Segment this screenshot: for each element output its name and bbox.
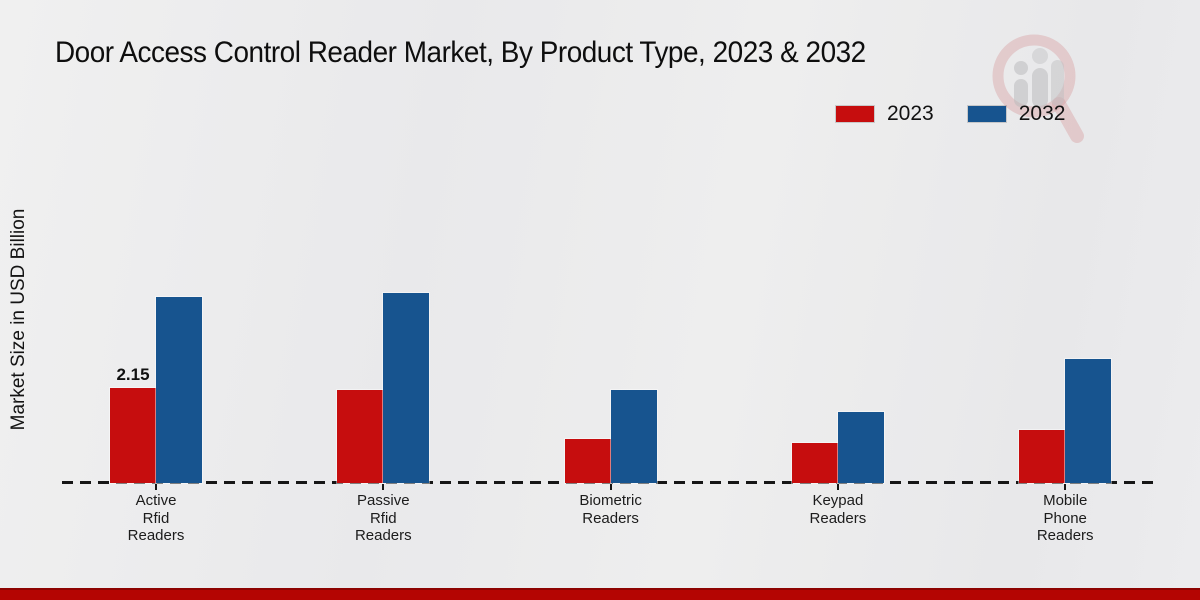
bar-2032-group-3 <box>837 412 884 483</box>
category-label: Passive Rfid Readers <box>354 492 412 544</box>
category-label: Active Rfid Readers <box>127 492 185 544</box>
x-axis-tick <box>609 484 612 490</box>
bar-value-label: 2.15 <box>116 365 150 384</box>
bottom-accent-bar <box>0 588 1200 600</box>
magnifier-logo-watermark <box>992 34 1084 143</box>
bar-2023-group-4 <box>1019 430 1066 483</box>
bar-2032-group-1 <box>383 293 430 483</box>
bar-2023-group-0 <box>110 388 156 483</box>
category-label: Biometric Readers <box>579 492 642 527</box>
legend-item-2032: 2032 <box>967 102 1066 126</box>
legend-item-2023: 2023 <box>836 102 934 126</box>
bar-2032-group-2 <box>610 390 657 483</box>
bar-2032-group-0 <box>156 297 202 483</box>
x-axis-tick <box>155 484 157 490</box>
bar-2023-group-2 <box>564 439 611 483</box>
x-axis-tick <box>1064 484 1067 490</box>
legend-swatch-2032 <box>967 106 1006 122</box>
legend-swatch-2023 <box>836 106 874 122</box>
legend-label-2032: 2032 <box>1018 102 1066 125</box>
bar-2023-group-1 <box>337 390 384 483</box>
bar-2023-group-3 <box>791 443 838 483</box>
x-axis-tick <box>382 484 385 490</box>
category-label: Keypad Readers <box>809 492 867 527</box>
legend-label-2023: 2023 <box>887 102 934 125</box>
category-label: Mobile Phone Readers <box>1036 492 1094 544</box>
bar-2032-group-4 <box>1065 359 1112 483</box>
x-axis-tick <box>836 484 839 490</box>
chart-title: Door Access Control Reader Market, By Pr… <box>55 36 866 69</box>
legend: 2023 2032 <box>836 102 1065 126</box>
